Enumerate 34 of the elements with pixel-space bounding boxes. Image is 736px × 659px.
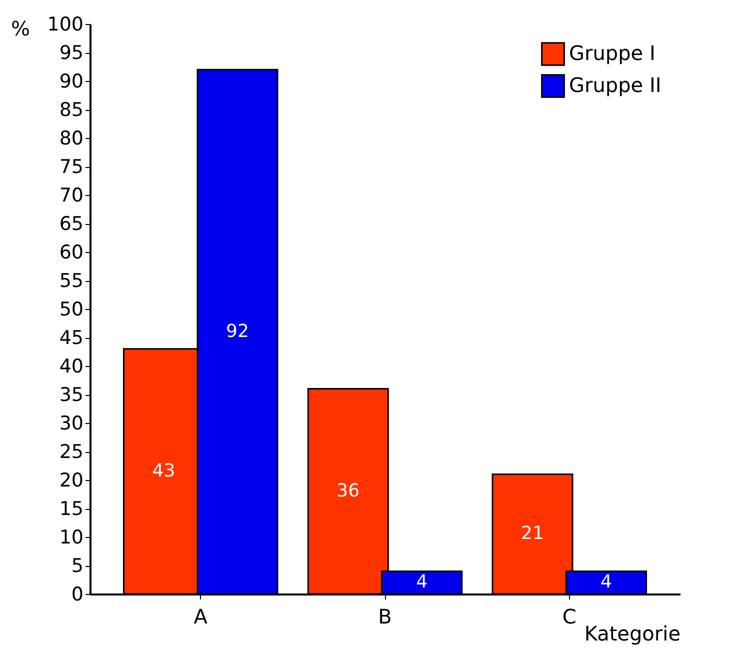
x-tick-label: A — [194, 604, 208, 628]
data-label: 4 — [416, 572, 428, 593]
y-axis-title: % — [10, 16, 30, 40]
y-tick-label: 65 — [59, 213, 84, 235]
data-label: 43 — [152, 460, 176, 482]
y-tick-label: 70 — [59, 184, 84, 206]
legend-label: Gruppe II — [569, 73, 662, 97]
data-label: 36 — [336, 480, 360, 502]
legend-label: Gruppe I — [569, 41, 656, 65]
y-tick-label: 85 — [59, 99, 84, 121]
y-tick-label: 90 — [59, 70, 84, 92]
y-tick-label: 60 — [59, 242, 84, 264]
y-tick-label: 40 — [59, 356, 84, 378]
y-tick-label: 25 — [59, 441, 84, 463]
y-tick-label: 10 — [59, 526, 84, 548]
y-tick-label: 30 — [59, 412, 84, 434]
y-tick-label: 100 — [47, 14, 84, 36]
y-tick-label: 5 — [71, 555, 84, 577]
y-tick-label: 75 — [59, 156, 84, 178]
y-tick-label: 55 — [59, 270, 84, 292]
y-tick-label: 15 — [59, 498, 84, 520]
data-label: 4 — [600, 572, 612, 593]
y-tick-label: 80 — [59, 128, 84, 150]
x-tick-label: C — [562, 604, 576, 628]
data-label: 21 — [521, 523, 544, 544]
y-tick-label: 50 — [59, 298, 84, 320]
y-tick-label: 20 — [59, 470, 84, 492]
y-tick-label: 45 — [59, 327, 84, 349]
x-tick-label: B — [378, 604, 392, 628]
data-label: 92 — [226, 320, 249, 342]
y-tick-label: 0 — [71, 584, 84, 606]
x-axis-title: Kategorie — [584, 622, 680, 646]
y-tick-label: 35 — [59, 384, 84, 406]
y-tick-label: 95 — [59, 42, 84, 64]
